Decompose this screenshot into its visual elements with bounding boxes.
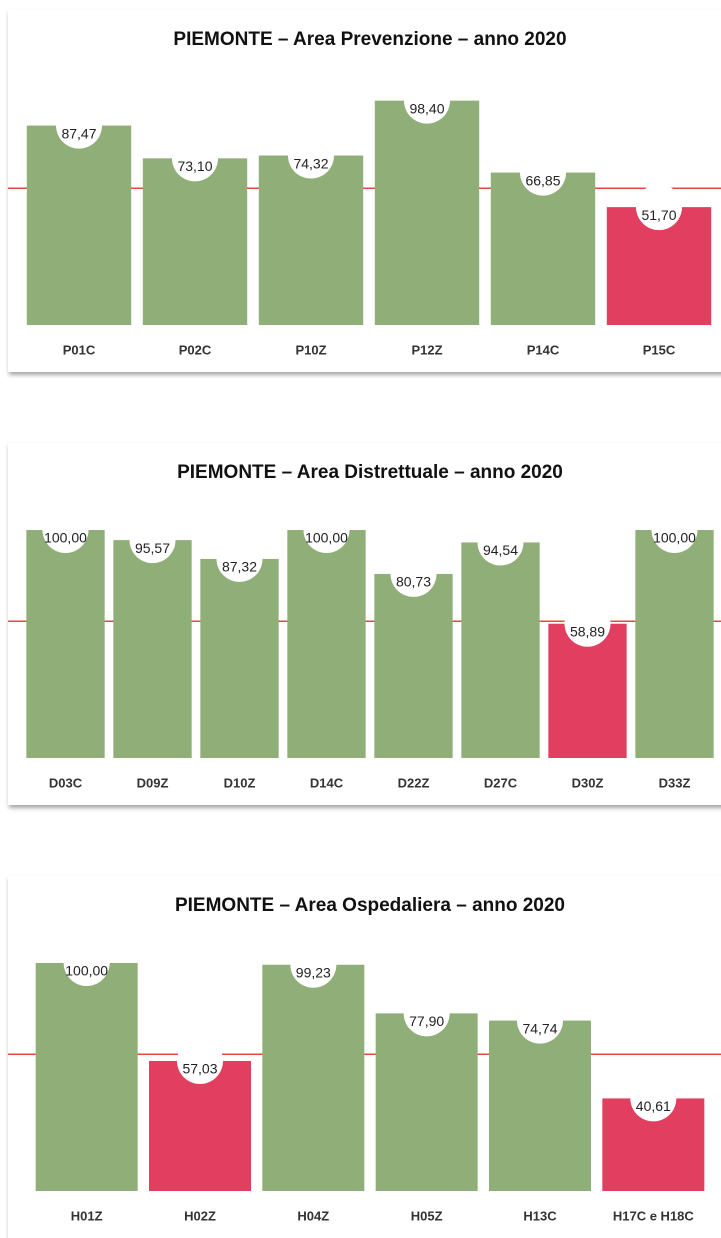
value-label: 100,00 — [65, 963, 108, 979]
x-tick-label: P12Z — [411, 342, 442, 357]
x-tick-label: H04Z — [297, 1208, 329, 1223]
label-badge — [636, 184, 682, 231]
chart-title: PIEMONTE – Area Ospedaliera – anno 2020 — [175, 895, 565, 916]
x-tick-label: D22Z — [398, 775, 430, 790]
label-badge — [216, 535, 263, 582]
chart-title: PIEMONTE – Area Distrettuale – anno 2020 — [177, 462, 563, 483]
value-label: 66,85 — [525, 172, 560, 188]
bar — [374, 100, 480, 325]
bar — [35, 963, 138, 1191]
x-tick-label: D33Z — [659, 775, 691, 790]
label-badge — [42, 507, 89, 553]
label-badge — [630, 1075, 677, 1122]
value-label: 74,32 — [293, 155, 328, 171]
bar — [490, 172, 596, 325]
x-tick-label: H13C — [523, 1208, 557, 1223]
chart-title: PIEMONTE – Area Prevenzione – anno 2020 — [173, 29, 566, 50]
x-tick-label: H01Z — [71, 1208, 103, 1223]
value-label: 99,23 — [296, 964, 331, 980]
label-badge — [288, 132, 334, 179]
value-label: 73,10 — [177, 158, 212, 174]
value-label: 74,74 — [522, 1020, 557, 1036]
label-badge — [63, 940, 110, 986]
x-tick-label: P14C — [527, 342, 560, 357]
bar — [375, 1013, 478, 1191]
label-badge — [303, 507, 350, 553]
x-tick-label: D27C — [484, 775, 518, 790]
value-label: 87,47 — [61, 125, 96, 141]
label-badge — [404, 77, 450, 124]
x-tick-label: D30Z — [572, 775, 604, 790]
bar — [26, 530, 105, 758]
value-label: 100,00 — [44, 530, 87, 546]
label-badge — [403, 990, 450, 1037]
label-badge — [564, 600, 611, 647]
label-badge — [172, 135, 218, 182]
x-tick-label: D03C — [49, 775, 83, 790]
value-label: 95,57 — [135, 540, 170, 556]
label-badge — [520, 149, 566, 196]
label-badge — [56, 102, 102, 149]
x-tick-label: P10Z — [295, 342, 326, 357]
bar — [461, 542, 540, 758]
bar — [258, 155, 364, 325]
x-tick-label: H17C e H18C — [613, 1208, 695, 1223]
value-label: 98,40 — [409, 100, 444, 116]
x-tick-label: H05Z — [411, 1208, 443, 1223]
value-label: 87,32 — [222, 559, 257, 575]
x-tick-label: H02Z — [184, 1208, 216, 1223]
value-label: 58,89 — [570, 623, 605, 639]
value-label: 80,73 — [396, 574, 431, 590]
value-label: 57,03 — [182, 1061, 217, 1077]
x-tick-label: P01C — [63, 342, 96, 357]
value-label: 94,54 — [483, 542, 518, 558]
bar — [635, 530, 714, 758]
x-tick-label: P15C — [643, 342, 676, 357]
bar — [374, 573, 453, 758]
x-tick-label: D10Z — [224, 775, 256, 790]
label-badge — [477, 519, 524, 566]
bar — [489, 1020, 591, 1191]
value-label: 40,61 — [636, 1098, 671, 1114]
bar — [287, 530, 366, 758]
bar — [113, 540, 192, 758]
label-badge — [517, 997, 563, 1044]
label-badge — [651, 507, 698, 553]
bar — [262, 964, 365, 1191]
x-tick-label: D14C — [310, 775, 344, 790]
label-badge — [177, 1037, 223, 1084]
label-badge — [129, 517, 176, 564]
label-badge — [390, 550, 437, 597]
value-label: 51,70 — [641, 207, 676, 223]
bar — [142, 158, 248, 325]
value-label: 77,90 — [409, 1013, 444, 1029]
x-tick-label: D09Z — [137, 775, 169, 790]
x-tick-label: P02C — [179, 342, 212, 357]
label-badge — [290, 941, 337, 988]
value-label: 100,00 — [305, 530, 348, 546]
bar — [200, 558, 279, 758]
value-label: 100,00 — [653, 530, 696, 546]
bar — [26, 125, 132, 326]
